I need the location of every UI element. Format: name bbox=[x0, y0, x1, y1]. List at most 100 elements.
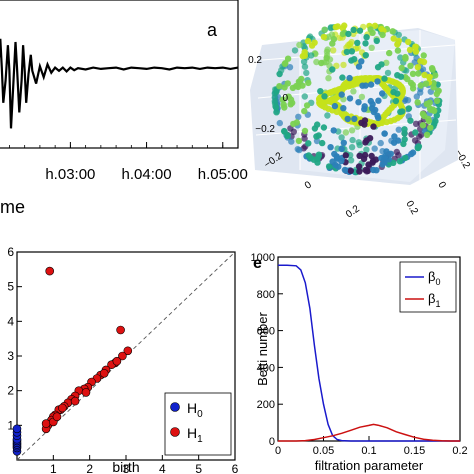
panel-b-point bbox=[361, 151, 369, 159]
panel-d-point-h1 bbox=[52, 412, 62, 422]
panel-b-point bbox=[355, 163, 363, 170]
panel-d-y-tick-label: 2 bbox=[7, 384, 14, 398]
panel-b-point bbox=[281, 104, 288, 111]
panel-b-point bbox=[423, 100, 430, 108]
panel-b-tick-d-2: 0.2 bbox=[344, 203, 362, 220]
panel-b-point bbox=[356, 141, 363, 149]
panel-b-point bbox=[329, 66, 336, 73]
panel-a-letter: a bbox=[207, 20, 218, 40]
panel-b-point bbox=[407, 117, 414, 124]
panel-b-tick-d-1: 0 bbox=[303, 179, 314, 191]
panel-b-point bbox=[341, 84, 348, 91]
panel-b-point bbox=[384, 69, 392, 77]
panel-b-point bbox=[289, 99, 296, 107]
panel-b-point bbox=[419, 122, 427, 129]
panel-b-point bbox=[386, 49, 393, 57]
panel-b-point bbox=[294, 146, 301, 153]
panel-e-y-tick-label: 0 bbox=[269, 436, 275, 448]
panel-e-legend: β0 β1 bbox=[399, 261, 457, 313]
panel-b-point bbox=[347, 167, 354, 174]
panel-b-point bbox=[377, 139, 384, 147]
panel-e-y-tick-label: 1000 bbox=[251, 252, 275, 264]
panel-d-legend-marker-h0 bbox=[170, 402, 180, 412]
panel-b-point bbox=[279, 96, 287, 103]
panel-d-points bbox=[12, 266, 133, 456]
panel-b-point bbox=[338, 110, 345, 117]
panel-d-point-h1 bbox=[41, 419, 51, 428]
panel-b-point bbox=[401, 136, 408, 143]
panel-b-point bbox=[342, 152, 349, 159]
panel-b-point bbox=[404, 97, 412, 104]
panel-a-frame bbox=[0, 0, 239, 149]
panel-b-point bbox=[276, 119, 283, 127]
panel-b-point bbox=[329, 40, 336, 47]
panel-b-point bbox=[338, 145, 345, 153]
panel-e-x-tick-label: 0.1 bbox=[361, 445, 376, 457]
panel-d-x-tick-label: 4 bbox=[159, 462, 166, 474]
panel-b-point bbox=[342, 129, 350, 136]
panel-b-point bbox=[381, 75, 388, 82]
panel-d-persistence-diagram: 1 2 3 4 5 6 1 2 3 4 5 6 birth H0 H1 bbox=[7, 245, 238, 474]
panel-b-point bbox=[327, 24, 335, 31]
panel-b-point bbox=[291, 47, 299, 54]
panel-b-point bbox=[409, 70, 417, 78]
panel-b-point bbox=[347, 157, 355, 164]
panel-b-point bbox=[430, 84, 437, 91]
panel-b-point bbox=[346, 95, 354, 102]
panel-b-point bbox=[381, 130, 388, 137]
panel-d-x-tick-label: 6 bbox=[232, 462, 239, 474]
panel-a-x-tick-label: h.03:00 bbox=[45, 166, 95, 183]
panel-b-point bbox=[390, 139, 398, 146]
panel-b-point bbox=[305, 140, 312, 147]
panel-b-point bbox=[350, 26, 357, 34]
panel-b-point bbox=[375, 97, 382, 104]
panel-b-point bbox=[321, 26, 328, 33]
panel-b-point bbox=[354, 39, 361, 47]
panel-d-xlabel: birth bbox=[112, 459, 139, 474]
panel-d-y-tick-label: 5 bbox=[7, 280, 14, 294]
panel-a-time-series: a h.03:00 h.04:00 h.05:00 me bbox=[0, 0, 248, 217]
panel-d-point-h1 bbox=[123, 346, 133, 356]
panel-e-xlabel: filtration parameter bbox=[315, 458, 424, 473]
panel-b-point bbox=[389, 28, 396, 35]
panel-e-x-tick-label: 0.2 bbox=[452, 445, 467, 457]
panel-b-point bbox=[276, 70, 283, 78]
panel-b-point bbox=[351, 115, 358, 123]
panel-b-point bbox=[417, 58, 424, 65]
panel-b-point bbox=[340, 105, 347, 112]
panel-b-point bbox=[405, 105, 413, 112]
panel-d-point-h1 bbox=[70, 396, 80, 406]
panel-b-point bbox=[323, 54, 330, 62]
panel-d-point-h1 bbox=[58, 403, 67, 413]
panel-b-point bbox=[305, 152, 312, 159]
panel-b-point bbox=[336, 85, 344, 93]
panel-b-point bbox=[349, 136, 356, 144]
panel-b-point bbox=[363, 146, 370, 153]
panel-b-point bbox=[374, 63, 382, 71]
panel-b-point bbox=[355, 63, 363, 70]
panel-d-point-h1 bbox=[116, 325, 125, 335]
panel-b-point bbox=[392, 97, 400, 105]
panel-b-point bbox=[367, 97, 374, 105]
panel-a-x-tick-label: h.04:00 bbox=[122, 166, 172, 183]
panel-a-series-line bbox=[0, 38, 239, 129]
panel-b-point bbox=[412, 48, 420, 55]
panel-b-point bbox=[415, 143, 423, 150]
panel-d-point-h1 bbox=[81, 388, 91, 397]
panel-b-tick-v-0: 0.2 bbox=[248, 55, 262, 66]
panel-b-point bbox=[361, 117, 369, 124]
panel-b-point bbox=[340, 61, 347, 69]
panel-b-point bbox=[429, 66, 436, 73]
panel-b-point bbox=[331, 102, 339, 110]
panel-b-point bbox=[356, 152, 363, 159]
panel-d-y-tick-label: 6 bbox=[7, 245, 14, 259]
panel-b-3d-scatter: 0.2 0 −0.2 −0.2 0 0.2 0.2 0 −0.2 bbox=[248, 22, 472, 220]
panel-b-point bbox=[301, 127, 309, 135]
panel-b-point bbox=[325, 75, 332, 82]
panel-b-point bbox=[272, 104, 280, 111]
panel-b-point bbox=[414, 99, 421, 106]
panel-d-x-tick-label: 2 bbox=[86, 462, 93, 474]
panel-b-point bbox=[301, 107, 308, 115]
panel-b-point bbox=[363, 34, 370, 41]
panel-b-point bbox=[315, 151, 323, 158]
